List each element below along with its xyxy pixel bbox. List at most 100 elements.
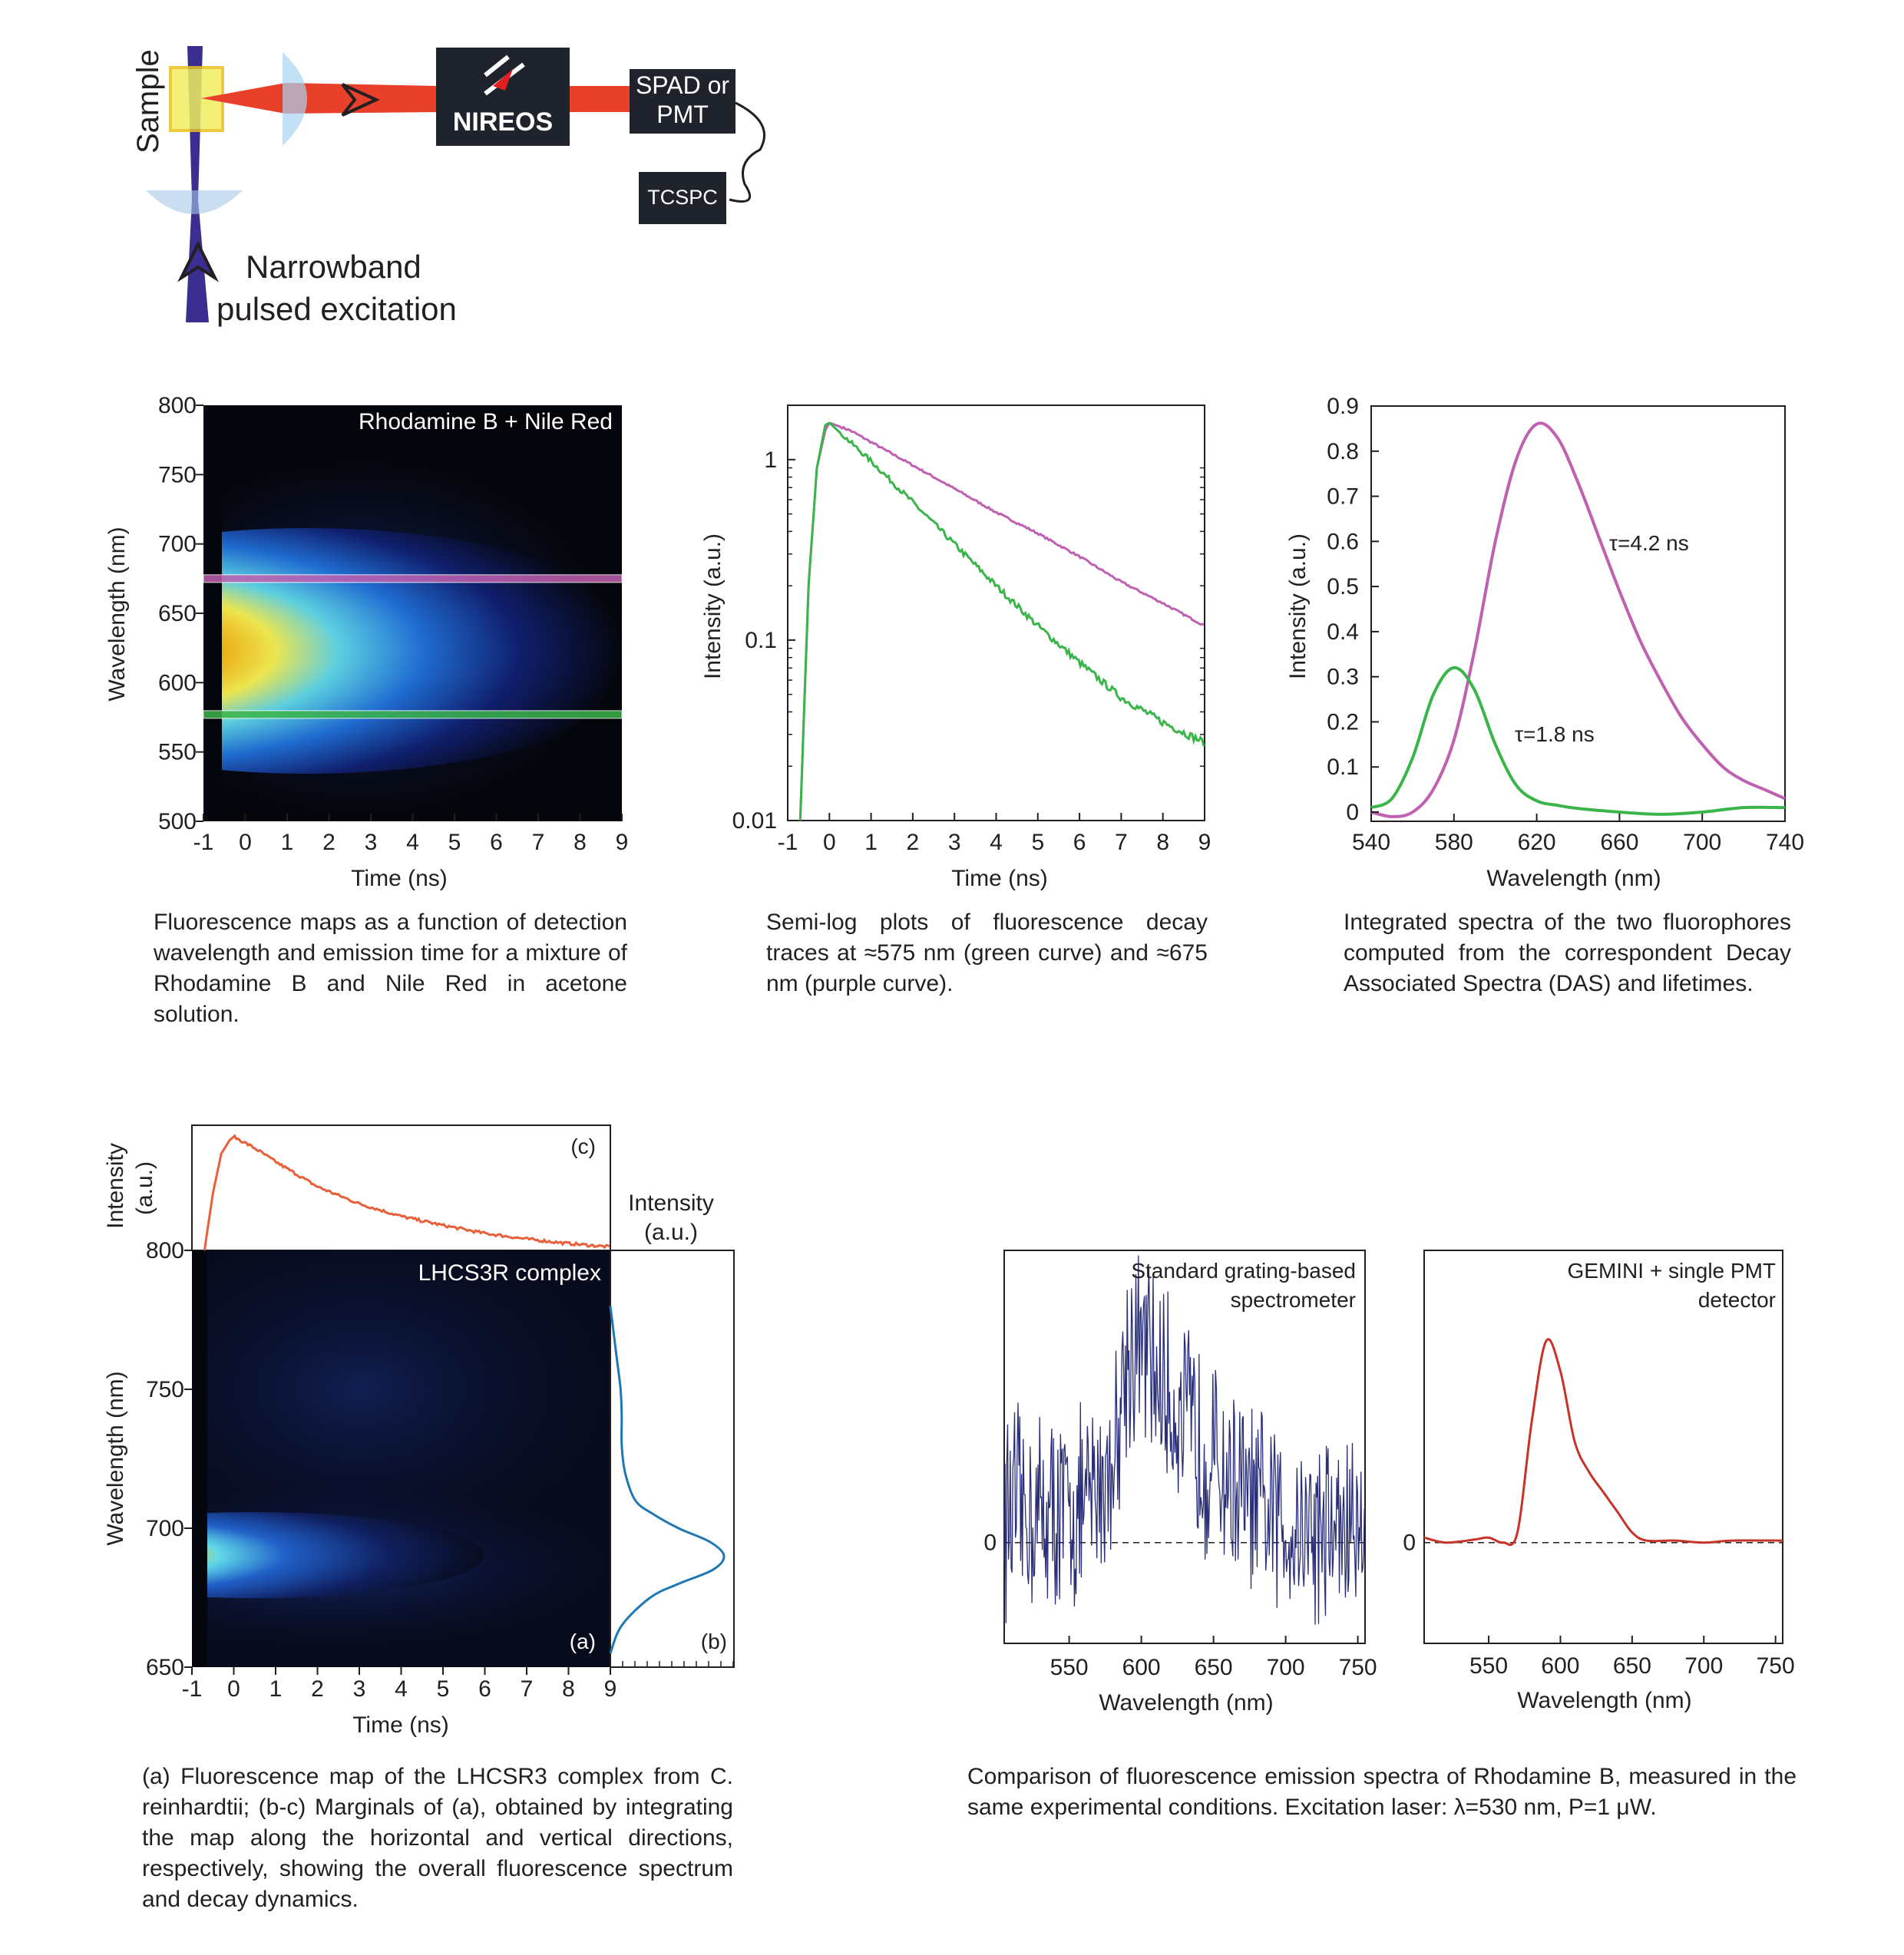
- lhcsr3-ytick-label: 800: [146, 1238, 184, 1263]
- map1-ytick-label: 750: [158, 462, 197, 487]
- lhcsr3-chart: (c) Intensity (a.u.) LHCS3R complex (a) …: [103, 1124, 735, 1738]
- decay-ytick-label: 1: [764, 447, 777, 473]
- grating-xtick-label: 700: [1267, 1655, 1305, 1680]
- map1-xtick-label: 9: [616, 830, 629, 855]
- decay-xtick-label: 9: [1198, 830, 1211, 855]
- lhcsr3-ytick-label: 650: [146, 1655, 184, 1680]
- map1-ytick-label: 500: [158, 809, 197, 834]
- lhcsr3-xtick-label: 8: [562, 1676, 575, 1702]
- das-ytick-label: 0.2: [1327, 709, 1359, 735]
- lhcsr3-xlabel: Time (ns): [352, 1712, 449, 1738]
- detector-box: [630, 69, 735, 134]
- gemini-spectrum: [1423, 1338, 1783, 1547]
- grating-xlabel: Wavelength (nm): [1099, 1690, 1273, 1716]
- gemini-ytick-label: 0: [1403, 1531, 1416, 1556]
- lhcsr3-xtick-label: 0: [227, 1676, 240, 1702]
- das-ytick-label: 0.8: [1327, 439, 1359, 464]
- das-ytick-label: 0.5: [1327, 574, 1359, 599]
- lhcsr3-ytick-label: 750: [146, 1377, 184, 1402]
- das-ytick-label: 0.6: [1327, 529, 1359, 554]
- decay-xtick-label: -1: [778, 830, 798, 855]
- decay-xtick-label: 6: [1073, 830, 1086, 855]
- grating-spectrum: [1003, 1255, 1365, 1625]
- nireos-logo-icon: [484, 54, 525, 96]
- grating-xtick-label: 550: [1050, 1655, 1089, 1680]
- decay-xtick-label: 3: [948, 830, 961, 855]
- tcspc-label: TCSPC: [647, 186, 718, 209]
- map1-ylabel: Wavelength (nm): [104, 527, 130, 701]
- gemini-annotation-1: GEMINI + single PMT: [1567, 1259, 1776, 1283]
- map1-xtick-label: 8: [574, 830, 587, 855]
- caption-decay: Semi-log plots of fluorescence decay tra…: [766, 910, 1208, 996]
- lhcsr3-ytick-label: 700: [146, 1516, 184, 1541]
- lhcsr3-xtick-label: -1: [182, 1676, 203, 1702]
- lhcsr3-xtick-label: 4: [395, 1676, 408, 1702]
- lhcsr3-xtick-label: 3: [353, 1676, 366, 1702]
- das-ytick-label: 0.9: [1327, 394, 1359, 419]
- decay-ylabel: Intensity (a.u.): [700, 533, 726, 679]
- das-xtick-label: 580: [1435, 830, 1473, 855]
- gemini-xtick-label: 700: [1684, 1653, 1723, 1679]
- grating-annotation-2: spectrometer: [1231, 1288, 1356, 1312]
- map1-ytick-label: 550: [158, 740, 197, 765]
- caption-map1: Fluorescence maps as a function of detec…: [154, 910, 627, 1027]
- decay-ytick-label: 0.01: [732, 808, 777, 834]
- map1-xtick-label: 7: [532, 830, 545, 855]
- gemini-xlabel: Wavelength (nm): [1517, 1688, 1691, 1713]
- das-annotation-slow: τ=4.2 ns: [1609, 531, 1689, 555]
- lhcsr3-xtick-label: 9: [604, 1676, 617, 1702]
- map1-xtick-label: 0: [239, 830, 252, 855]
- gemini-chart: 550 600 650 700 750 0 GEMINI + single PMT det…: [1403, 1250, 1795, 1713]
- das-annotation-fast: τ=1.8 ns: [1515, 722, 1595, 746]
- map1-ytick-label: 700: [158, 532, 197, 557]
- decay-xtick-label: 7: [1115, 830, 1128, 855]
- map1-xtick-label: 3: [365, 830, 378, 855]
- lhcsr3-spectral-marginal-curve: [609, 1306, 726, 1654]
- lhcsr3-right-title-2: (a.u.): [644, 1220, 698, 1245]
- arrow-icon: [341, 83, 380, 117]
- cable-icon: [729, 101, 766, 203]
- lhcsr3-right-title-1: Intensity: [628, 1191, 714, 1216]
- excitation-label-2: pulsed excitation: [217, 291, 457, 327]
- arrow-icon: [177, 240, 220, 282]
- decay-xtick-label: 1: [864, 830, 878, 855]
- map1-left-edge: [203, 405, 222, 821]
- lhcsr3-top-ylabel-2: (a.u.): [132, 1161, 157, 1215]
- brand-logo: NIREOS: [453, 107, 553, 137]
- das-series-purple: [1370, 421, 1786, 818]
- das-plot-area: [1370, 405, 1786, 822]
- lens-icon: [146, 190, 243, 214]
- decay-xtick-label: 0: [823, 830, 836, 855]
- lhcsr3-xtick-label: 1: [269, 1676, 283, 1702]
- excitation-label-1: Narrowband: [246, 249, 421, 285]
- das-ytick-label: 0: [1346, 800, 1359, 825]
- caption-das: Integrated spectra of the two fluorophor…: [1344, 910, 1791, 996]
- decay-series-purple: [798, 421, 1205, 821]
- lhcsr3-ylabel: Wavelength (nm): [103, 1371, 128, 1545]
- lhcsr3-top-ylabel-1: Intensity: [103, 1143, 128, 1229]
- gemini-annotation-2: detector: [1698, 1288, 1776, 1312]
- lhcsr3-xtick-label: 5: [437, 1676, 450, 1702]
- decay-series-green: [798, 421, 1205, 821]
- grating-xtick-label: 650: [1195, 1655, 1233, 1680]
- lhcsr3-annotation: LHCS3R complex: [418, 1260, 601, 1286]
- setup-schematic: NIREOS SPAD or PMT TCSPC Sample Narrowba…: [131, 46, 766, 327]
- grating-annotation-1: Standard grating-based: [1131, 1259, 1356, 1283]
- decay-xtick-label: 4: [990, 830, 1003, 855]
- tcspc-box: [639, 172, 726, 224]
- gemini-xtick-label: 650: [1613, 1653, 1651, 1679]
- decay-ytick-label: 0.1: [745, 628, 777, 653]
- grating-xtick-label: 600: [1122, 1655, 1161, 1680]
- decay-xtick-label: 8: [1156, 830, 1169, 855]
- das-xtick-label: 620: [1518, 830, 1556, 855]
- sample-label: Sample: [131, 49, 165, 154]
- map1-xtick-label: 5: [448, 830, 461, 855]
- decay-xtick-label: 2: [907, 830, 920, 855]
- map1-xtick-label: 2: [322, 830, 336, 855]
- lhcsr3-xtick-label: 7: [521, 1676, 534, 1702]
- das-xtick-label: 660: [1600, 830, 1638, 855]
- decay-xlabel: Time (ns): [951, 866, 1048, 891]
- das-chart: 540 580 620 660 700 740 0 0.1 0.2 0.3 0.4 0.5 0.6 0.7…: [1285, 394, 1804, 891]
- grating-xtick-label: 750: [1339, 1655, 1377, 1680]
